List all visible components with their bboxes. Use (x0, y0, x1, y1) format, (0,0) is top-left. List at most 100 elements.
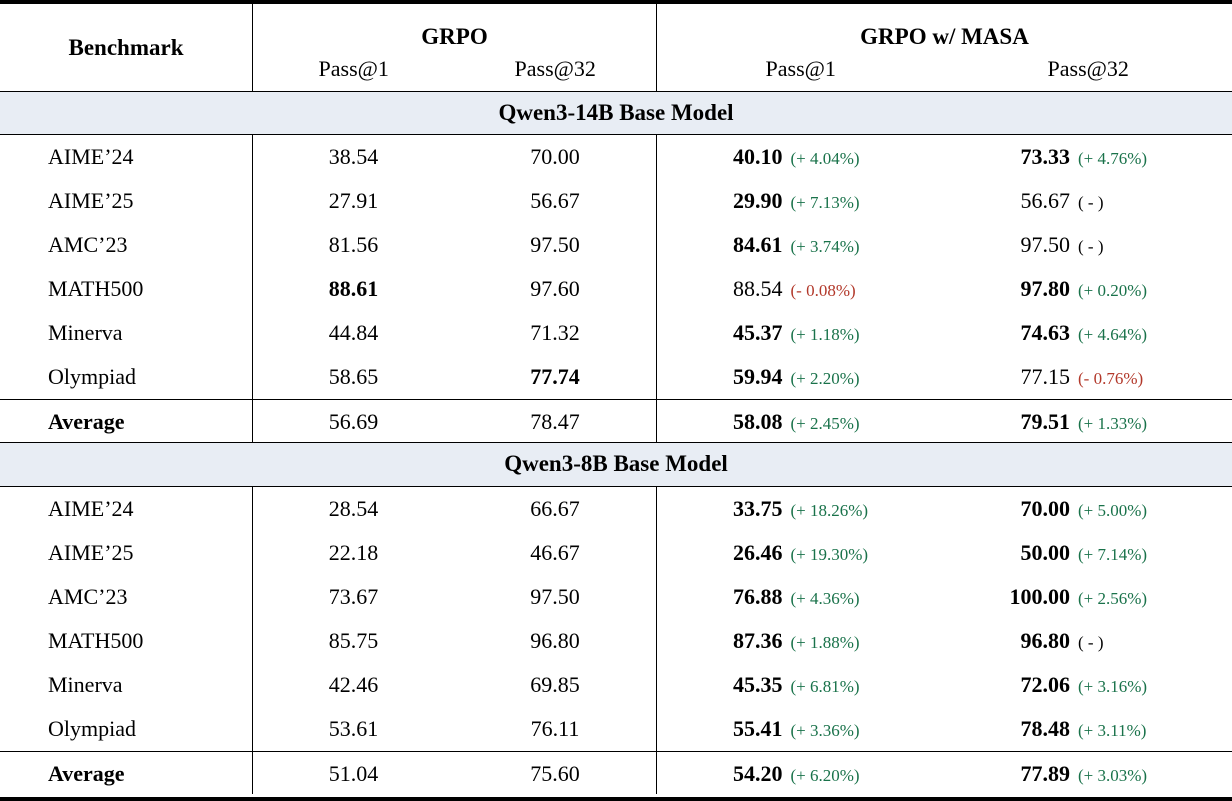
delta-badge: (+ 0.20%) (1078, 281, 1148, 300)
grpo-pass32-value: 46.67 (530, 539, 580, 565)
delta-badge: (+ 3.03%) (1078, 765, 1148, 785)
masa-pass32-value: 50.00 (+ 7.14%) (944, 531, 1232, 575)
masa-pass32-value: 100.00 (+ 2.56%) (944, 575, 1232, 619)
benchmark-label: AIME’24 (48, 144, 134, 169)
benchmark-label: Olympiad (48, 715, 136, 741)
masa-pass1-value: 54.20 (+ 6.20%) (656, 751, 944, 794)
delta-badge: (+ 2.56%) (1078, 588, 1148, 608)
grpo-pass1-value: 51.04 (252, 751, 454, 794)
masa-pass1-value: 40.10 (+ 4.04%) (656, 135, 944, 179)
grpo-pass1-value: 22.18 (252, 530, 454, 575)
table-row: AIME’24 28.54 66.67 33.75 (+ 18.26%) 70.0… (0, 486, 1232, 531)
masa-subheaders: Pass@1 Pass@32 (657, 50, 1232, 90)
masa-pass32-value: 73.33 (+ 4.76%) (944, 135, 1232, 179)
benchmark-label: Minerva (48, 671, 123, 697)
table-row: MATH500 85.75 96.80 87.36 (+ 1.88%) 96.80… (0, 618, 1232, 663)
delta-badge: (+ 5.00%) (1078, 500, 1148, 520)
delta-badge: (+ 6.20%) (790, 765, 860, 785)
section-header-qwen3-14b: Qwen3-14B Base Model (0, 92, 1232, 135)
masa-pass32-value: 97.50( - ) (944, 223, 1232, 267)
grpo-pass1-value: 28.54 (252, 486, 454, 531)
masa-pass1-value: 87.36 (+ 1.88%) (656, 618, 944, 663)
grpo-pass32-value: 97.60 (530, 276, 580, 301)
col-header-grpo-pass1: Pass@1 (318, 56, 389, 81)
delta-badge: (+ 7.14%) (1078, 544, 1148, 564)
masa-pass1-value: 84.61 (+ 3.74%) (656, 223, 944, 267)
delta-badge: (+ 7.13%) (790, 193, 860, 212)
group-header-grpo: GRPO (421, 24, 488, 49)
masa-pass32-value: 74.63 (+ 4.64%) (944, 311, 1232, 355)
delta-badge: (+ 4.36%) (790, 588, 860, 608)
masa-pass32-value: 77.15 (- 0.76%) (944, 355, 1232, 399)
delta-badge: ( - ) (1078, 237, 1104, 256)
table-row: AIME’24 38.54 70.00 40.10 (+ 4.04%) 73.33… (0, 135, 1232, 179)
delta-badge: (+ 19.30%) (790, 544, 869, 564)
masa-pass1-value: 88.54 (- 0.08%) (656, 267, 944, 311)
grpo-pass1-value: 56.69 (252, 400, 454, 442)
group-header-masa: GRPO w/ MASA (860, 24, 1029, 49)
delta-badge: (- 0.08%) (790, 281, 856, 300)
delta-badge: (+ 4.76%) (1078, 149, 1148, 168)
masa-pass1-value: 29.90 (+ 7.13%) (656, 179, 944, 223)
grpo-pass1-value: 81.56 (252, 223, 454, 267)
grpo-pass32-value: 70.00 (530, 144, 580, 169)
delta-badge: (+ 1.33%) (1078, 414, 1148, 433)
col-header-benchmark: Benchmark (68, 34, 184, 60)
benchmark-label: MATH500 (48, 627, 144, 653)
grpo-pass32-value: 66.67 (530, 495, 580, 521)
table-row: AIME’25 22.18 46.67 26.46 (+ 19.30%) 50.0… (0, 530, 1232, 575)
table-row: AIME’25 27.91 56.67 29.90 (+ 7.13%) 56.67… (0, 179, 1232, 223)
table-row: AMC’23 73.67 97.50 76.88 (+ 4.36%) 100.00… (0, 574, 1232, 619)
grpo-pass1-value: 85.75 (252, 618, 454, 663)
masa-pass1-value: 55.41 (+ 3.36%) (656, 706, 944, 751)
grpo-pass1-value: 38.54 (252, 135, 454, 179)
delta-badge: (+ 2.45%) (790, 414, 860, 433)
delta-badge: (+ 2.20%) (790, 369, 860, 388)
masa-pass32-value: 78.48 (+ 3.11%) (944, 707, 1232, 751)
col-header-masa-pass1: Pass@1 (765, 56, 836, 81)
benchmark-label: MATH500 (48, 276, 144, 301)
masa-pass1-value: 76.88 (+ 4.36%) (656, 574, 944, 619)
masa-pass1-value: 58.08 (+ 2.45%) (656, 400, 944, 442)
delta-badge: (+ 3.11%) (1078, 720, 1147, 740)
grpo-subheaders: Pass@1 Pass@32 (253, 50, 656, 90)
masa-pass32-value: 72.06 (+ 3.16%) (944, 663, 1232, 707)
grpo-pass32-value: 76.11 (530, 715, 580, 741)
benchmark-label: AIME’25 (48, 539, 134, 565)
table-row: Minerva 44.84 71.32 45.37 (+ 1.18%) 74.63… (0, 311, 1232, 355)
masa-pass1-value: 33.75 (+ 18.26%) (656, 486, 944, 531)
average-row: Average 51.04 75.60 54.20 (+ 6.20%) 77.89… (0, 750, 1232, 794)
table-row: Minerva 42.46 69.85 45.35 (+ 6.81%) 72.06… (0, 662, 1232, 707)
benchmark-label: AMC’23 (48, 583, 128, 609)
delta-badge: (+ 4.04%) (790, 149, 860, 168)
masa-pass32-value: 70.00 (+ 5.00%) (944, 487, 1232, 531)
col-group-grpo: GRPO Pass@1 Pass@32 (252, 4, 656, 91)
grpo-pass32-value: 77.74 (530, 364, 580, 389)
benchmark-label: AMC’23 (48, 232, 128, 257)
section-header-qwen3-8b: Qwen3-8B Base Model (0, 442, 1232, 487)
benchmark-label: Olympiad (48, 364, 136, 389)
delta-badge: (+ 3.74%) (790, 237, 860, 256)
average-row: Average 56.69 78.47 58.08 (+ 2.45%) 79.51… (0, 399, 1232, 442)
delta-badge: (- 0.76%) (1078, 369, 1144, 388)
benchmark-label: AIME’24 (48, 495, 134, 521)
masa-pass32-value: 97.80 (+ 0.20%) (944, 267, 1232, 311)
masa-pass1-value: 45.35 (+ 6.81%) (656, 662, 944, 707)
grpo-pass1-value: 42.46 (252, 662, 454, 707)
masa-pass1-value: 45.37 (+ 1.18%) (656, 311, 944, 355)
benchmark-label: AIME’25 (48, 188, 134, 213)
masa-pass32-value: 79.51 (+ 1.33%) (944, 400, 1232, 442)
delta-badge: (+ 1.18%) (790, 325, 860, 344)
grpo-pass32-value: 96.80 (530, 627, 580, 653)
delta-badge: ( - ) (1078, 193, 1104, 212)
benchmark-label: Average (48, 409, 125, 434)
delta-badge: (+ 4.64%) (1078, 325, 1148, 344)
grpo-pass1-value: 73.67 (252, 574, 454, 619)
grpo-pass1-value: 53.61 (252, 706, 454, 751)
masa-pass32-value: 96.80( - ) (944, 619, 1232, 663)
table-row: AMC’23 81.56 97.50 84.61 (+ 3.74%) 97.50(… (0, 223, 1232, 267)
grpo-pass1-value: 58.65 (252, 355, 454, 399)
benchmark-label: Average (48, 760, 125, 786)
grpo-pass32-value: 97.50 (530, 232, 580, 257)
